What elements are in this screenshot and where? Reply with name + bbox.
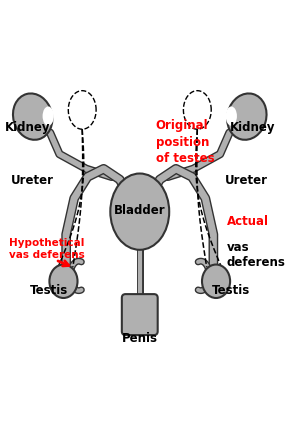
Text: Actual: Actual <box>227 215 269 228</box>
Ellipse shape <box>110 173 169 250</box>
Text: Ureter: Ureter <box>225 174 268 187</box>
FancyBboxPatch shape <box>122 294 158 335</box>
Text: Hypothetical
vas deferens: Hypothetical vas deferens <box>9 238 84 260</box>
Text: Bladder: Bladder <box>114 204 166 217</box>
Ellipse shape <box>13 93 52 140</box>
Text: Testis: Testis <box>30 284 68 297</box>
Text: Penis: Penis <box>122 332 158 345</box>
Text: Testis: Testis <box>212 284 250 297</box>
Text: Ureter: Ureter <box>11 174 54 187</box>
Ellipse shape <box>49 265 78 298</box>
Text: Original
position
of testes: Original position of testes <box>156 119 214 165</box>
Text: Kidney: Kidney <box>229 121 275 134</box>
Text: vas
deferens: vas deferens <box>227 241 286 269</box>
Text: Kidney: Kidney <box>5 121 50 134</box>
Ellipse shape <box>227 93 267 140</box>
Ellipse shape <box>43 106 54 126</box>
Ellipse shape <box>202 265 230 298</box>
Ellipse shape <box>226 106 237 126</box>
